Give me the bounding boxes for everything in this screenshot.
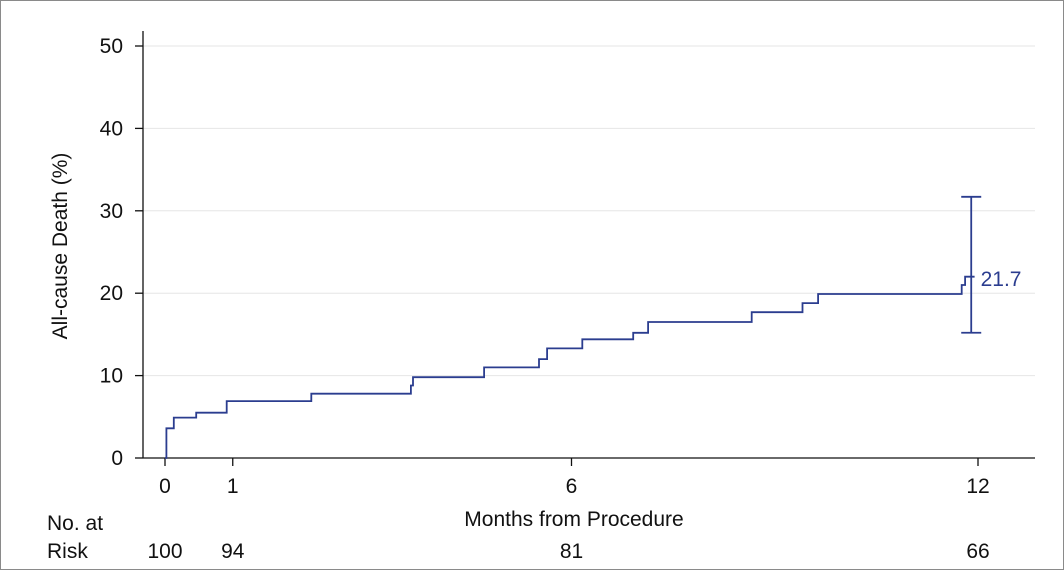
x-tick-label: 1	[227, 475, 239, 498]
y-tick-label: 0	[111, 447, 123, 470]
x-axis-title: Months from Procedure	[464, 508, 683, 531]
risk-count: 100	[147, 540, 182, 563]
risk-label-line2: Risk	[47, 540, 88, 563]
y-tick-label: 10	[100, 365, 123, 388]
axes	[142, 31, 1035, 459]
x-tick-label: 12	[966, 475, 989, 498]
gridlines	[143, 45, 1035, 377]
risk-table: No. at Risk 100 94 81 66	[47, 512, 990, 563]
risk-count: 81	[560, 540, 583, 563]
risk-count: 94	[221, 540, 245, 563]
x-tick-label: 0	[159, 475, 171, 498]
y-tick-label: 30	[100, 200, 123, 223]
risk-label-line1: No. at	[47, 512, 103, 535]
risk-count: 66	[966, 540, 989, 563]
y-tick-label: 20	[100, 282, 123, 305]
y-axis-title: All-cause Death (%)	[49, 153, 72, 340]
series	[165, 195, 982, 459]
x-ticks: 0 1 6 12	[159, 458, 990, 498]
estimate-label: 21.7	[981, 268, 1022, 291]
km-curve	[165, 275, 975, 459]
y-tick-label: 40	[100, 117, 123, 140]
x-tick-label: 6	[566, 475, 578, 498]
annotations: 21.7	[981, 268, 1022, 291]
y-tick-label: 50	[100, 35, 123, 58]
y-ticks: 0 10 20 30 40 50	[100, 35, 143, 470]
